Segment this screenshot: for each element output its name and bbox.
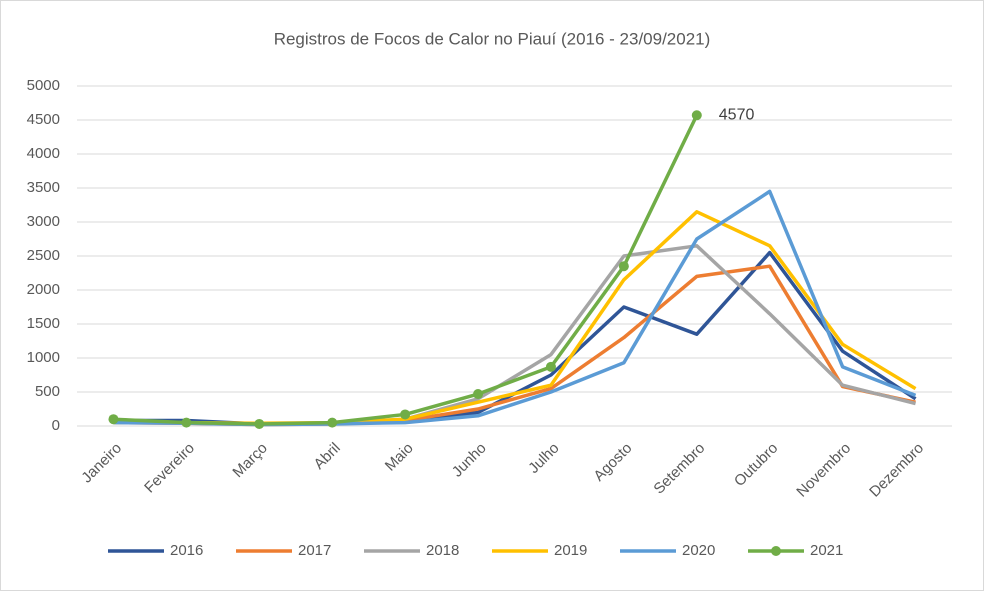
point-marker (254, 418, 265, 429)
point-marker (108, 414, 119, 425)
y-tick-label: 5000 (27, 77, 60, 94)
chart-title: Registros de Focos de Calor no Piauí (20… (274, 29, 711, 48)
point-marker (327, 417, 338, 428)
data-label: 4570 (719, 106, 755, 123)
point-marker (473, 389, 484, 400)
y-tick-label: 500 (35, 383, 60, 400)
y-tick-label: 3000 (27, 213, 60, 230)
point-marker (181, 417, 192, 428)
legend-label: 2019 (554, 542, 587, 559)
y-tick-label: 4000 (27, 145, 60, 162)
y-tick-label: 2500 (27, 247, 60, 264)
legend-label: 2021 (810, 542, 843, 559)
point-marker (545, 361, 556, 372)
legend-label: 2020 (682, 542, 715, 559)
y-tick-label: 0 (52, 417, 60, 434)
y-tick-label: 1500 (27, 315, 60, 332)
y-tick-label: 2000 (27, 281, 60, 298)
y-tick-label: 3500 (27, 179, 60, 196)
point-marker (691, 110, 702, 121)
legend-label: 2016 (170, 542, 203, 559)
point-marker (400, 409, 411, 420)
point-marker (618, 261, 629, 272)
legend-marker (771, 546, 781, 556)
y-tick-label: 1000 (27, 349, 60, 366)
legend-label: 2017 (298, 542, 331, 559)
y-tick-label: 4500 (27, 111, 60, 128)
legend-label: 2018 (426, 542, 459, 559)
